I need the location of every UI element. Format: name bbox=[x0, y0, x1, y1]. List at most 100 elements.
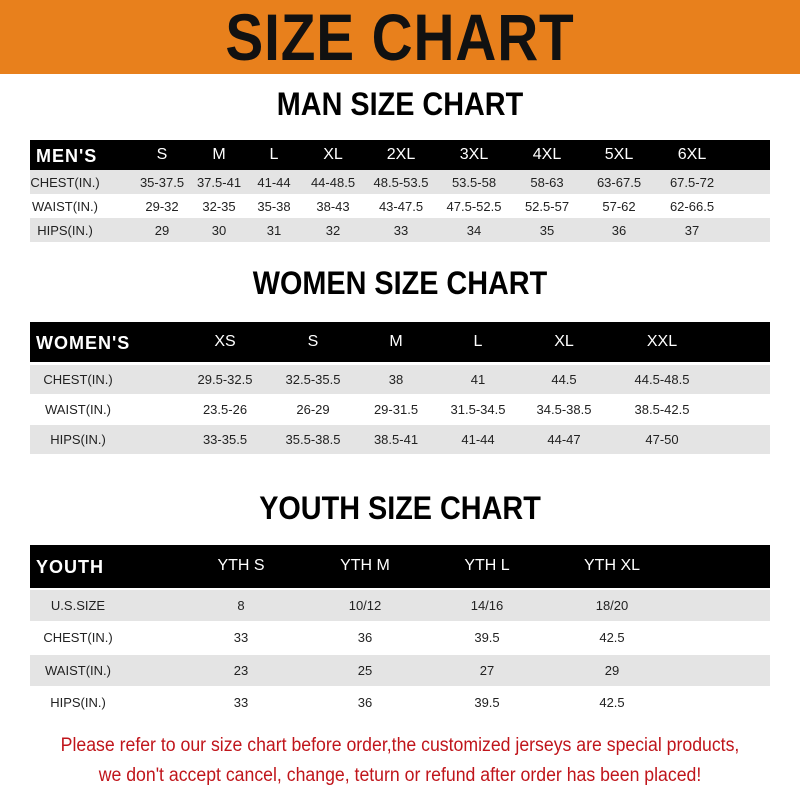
table-cell: 38-43 bbox=[316, 199, 350, 214]
size-header-cell: L bbox=[473, 333, 483, 350]
table-cell: 23.5-26 bbox=[202, 402, 248, 417]
table-cell: 39.5 bbox=[474, 695, 500, 710]
size-header-cell: YTH XL bbox=[583, 557, 641, 574]
measurement-label: WAIST(IN.) bbox=[45, 663, 111, 678]
table-cell: 36 bbox=[611, 223, 627, 238]
size-header-cell: YTH M bbox=[340, 557, 390, 574]
table-cell: 29 bbox=[154, 223, 170, 238]
size-header-cell: XS bbox=[214, 333, 236, 350]
table-cell: 62-66.5 bbox=[669, 199, 715, 214]
table-cell: 33 bbox=[393, 223, 409, 238]
table-cell: 27 bbox=[479, 663, 495, 678]
table-cell: 36 bbox=[357, 630, 373, 645]
table-cell: 18/20 bbox=[595, 598, 629, 613]
table-cell: 29-31.5 bbox=[373, 402, 419, 417]
notice-line-2: we don't accept cancel, change, teturn o… bbox=[98, 765, 702, 786]
table-cell: 47.5-52.5 bbox=[446, 199, 502, 214]
measurement-label: CHEST(IN.) bbox=[43, 630, 113, 645]
table-header-label: YOUTH bbox=[36, 557, 104, 577]
table-cell: 37 bbox=[684, 223, 700, 238]
table-cell: 31 bbox=[266, 223, 282, 238]
table-cell: 35-37.5 bbox=[139, 175, 185, 190]
table-cell: 37.5-41 bbox=[196, 175, 242, 190]
table-row: U.S.SIZE 8 10/12 14/16 18/20 bbox=[30, 590, 770, 621]
table-cell: 38.5-42.5 bbox=[634, 402, 690, 417]
table-cell: 33 bbox=[233, 695, 249, 710]
table-cell: 32 bbox=[325, 223, 341, 238]
table-cell: 42.5 bbox=[599, 630, 625, 645]
table-cell: 32-35 bbox=[202, 199, 236, 214]
measurement-label: CHEST(IN.) bbox=[43, 372, 113, 387]
table-cell: 44-47 bbox=[547, 432, 581, 447]
size-header-cell: XL bbox=[554, 333, 574, 350]
youth-section-title: YOUTH SIZE CHART bbox=[259, 490, 541, 526]
size-header-cell: M bbox=[389, 333, 403, 350]
table-cell: 44.5-48.5 bbox=[634, 372, 690, 387]
table-cell: 53.5-58 bbox=[451, 175, 497, 190]
size-header-cell: 3XL bbox=[459, 146, 489, 163]
table-cell: 25 bbox=[357, 663, 373, 678]
table-cell: 58-63 bbox=[530, 175, 564, 190]
table-cell: 32.5-35.5 bbox=[285, 372, 341, 387]
table-cell: 57-62 bbox=[602, 199, 636, 214]
table-cell: 34.5-38.5 bbox=[536, 402, 592, 417]
table-cell: 43-47.5 bbox=[378, 199, 424, 214]
banner: SIZE CHART bbox=[0, 0, 800, 74]
table-cell: 41-44 bbox=[257, 175, 291, 190]
table-cell: 14/16 bbox=[470, 598, 504, 613]
notice-line-1: Please refer to our size chart before or… bbox=[60, 735, 740, 756]
size-header-cell: XXL bbox=[646, 333, 678, 350]
size-header-cell: 5XL bbox=[604, 146, 634, 163]
table-cell: 30 bbox=[211, 223, 227, 238]
table-cell: 44-48.5 bbox=[310, 175, 356, 190]
table-row: HIPS(IN.) 33 36 39.5 42.5 bbox=[30, 687, 770, 718]
table-row: CHEST(IN.) 33 36 39.5 42.5 bbox=[30, 622, 770, 653]
table-cell: 41-44 bbox=[461, 432, 495, 447]
measurement-label: CHEST(IN.) bbox=[30, 175, 100, 190]
measurement-label: HIPS(IN.) bbox=[37, 223, 93, 238]
measurement-label: U.S.SIZE bbox=[50, 598, 106, 613]
measurement-label: HIPS(IN.) bbox=[50, 695, 106, 710]
size-header-cell: YTH S bbox=[217, 557, 265, 574]
size-header-cell: YTH L bbox=[464, 557, 510, 574]
table-row: CHEST(IN.) 29.5-32.5 32.5-35.5 38 41 44.5 44.5… bbox=[30, 365, 770, 394]
table-cell: 67.5-72 bbox=[669, 175, 715, 190]
table-cell: 39.5 bbox=[474, 630, 500, 645]
table-cell: 29.5-32.5 bbox=[197, 372, 253, 387]
table-cell: 38 bbox=[388, 372, 404, 387]
size-header-cell: S bbox=[307, 333, 319, 350]
table-cell: 29 bbox=[604, 663, 620, 678]
size-header-cell: 6XL bbox=[677, 146, 707, 163]
table-cell: 44.5 bbox=[551, 372, 577, 387]
women-section-title: WOMEN SIZE CHART bbox=[252, 265, 548, 301]
table-header-row: YOUTH YTH S YTH M YTH L YTH XL bbox=[30, 545, 770, 588]
table-row: HIPS(IN.) 33-35.5 35.5-38.5 38.5-41 41-44 44-… bbox=[30, 425, 770, 454]
table-cell: 33-35.5 bbox=[202, 432, 248, 447]
table-cell: 52.5-57 bbox=[524, 199, 570, 214]
measurement-label: WAIST(IN.) bbox=[32, 199, 98, 214]
size-header-cell: 4XL bbox=[532, 146, 562, 163]
measurement-label: WAIST(IN.) bbox=[45, 402, 111, 417]
table-cell: 35-38 bbox=[257, 199, 291, 214]
table-cell: 47-50 bbox=[645, 432, 679, 447]
table-cell: 29-32 bbox=[145, 199, 179, 214]
table-cell: 33 bbox=[233, 630, 249, 645]
men-section-title: MAN SIZE CHART bbox=[276, 86, 524, 122]
table-cell: 35.5-38.5 bbox=[285, 432, 341, 447]
measurement-label: HIPS(IN.) bbox=[50, 432, 106, 447]
size-header-cell: L bbox=[269, 146, 279, 163]
table-cell: 38.5-41 bbox=[373, 432, 419, 447]
table-row: WAIST(IN.) 23 25 27 29 bbox=[30, 655, 770, 686]
table-cell: 8 bbox=[237, 598, 245, 613]
table-cell: 10/12 bbox=[348, 598, 382, 613]
table-cell: 42.5 bbox=[599, 695, 625, 710]
size-header-cell: XL bbox=[323, 146, 343, 163]
size-header-cell: M bbox=[212, 146, 226, 163]
table-cell: 35 bbox=[539, 223, 555, 238]
table-cell: 41 bbox=[470, 372, 486, 387]
size-header-cell: S bbox=[156, 146, 168, 163]
table-header-label: WOMEN'S bbox=[36, 333, 131, 353]
banner-title: SIZE CHART bbox=[225, 0, 575, 74]
table-cell: 36 bbox=[357, 695, 373, 710]
table-cell: 23 bbox=[233, 663, 249, 678]
